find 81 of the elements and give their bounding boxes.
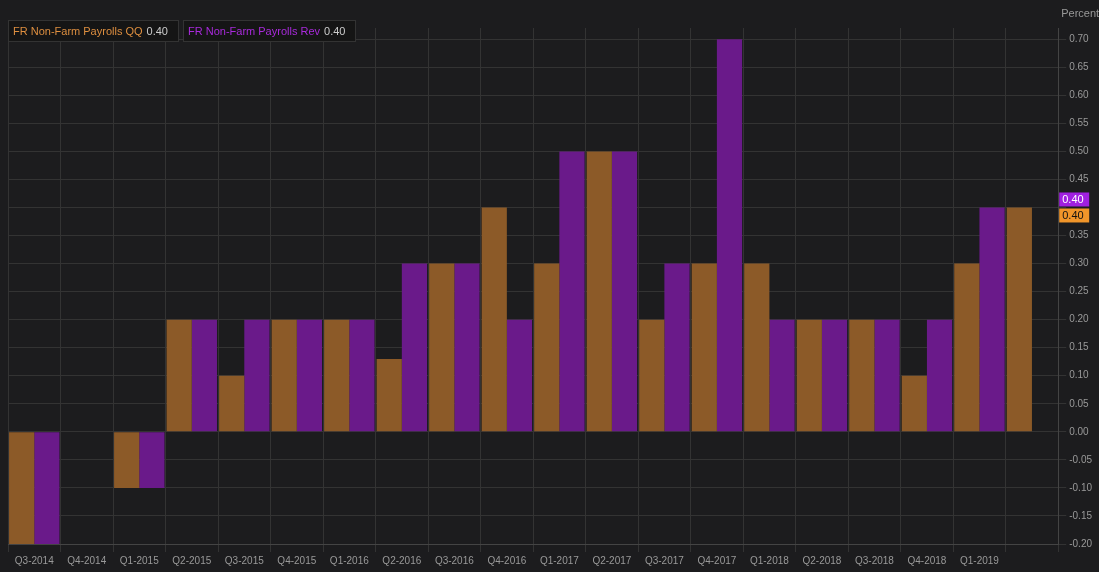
bar — [744, 263, 770, 432]
x-tick-label: Q4-2014 — [67, 554, 107, 566]
x-tick-label: Q3-2014 — [14, 554, 55, 566]
bar — [639, 319, 665, 432]
x-tick-label: Q4-2015 — [277, 554, 317, 566]
y-tick-label: 0.00 — [1069, 425, 1090, 437]
bar — [481, 207, 507, 432]
bar — [874, 319, 900, 432]
text: 0.40 — [1062, 208, 1084, 221]
bar — [849, 319, 875, 432]
bar — [821, 319, 848, 432]
x-tick-label: Q3-2015 — [224, 554, 265, 566]
bar — [664, 263, 690, 432]
y-tick-label: 0.35 — [1069, 229, 1090, 241]
y-tick-label: 0.55 — [1069, 117, 1090, 129]
bar — [769, 319, 795, 432]
y-tick-label: 0.10 — [1069, 369, 1090, 381]
annotation: 0.40 — [324, 25, 346, 37]
bar — [349, 319, 375, 432]
y-tick-label: -0.15 — [1069, 509, 1093, 521]
y-tick-label: 0.30 — [1069, 257, 1090, 269]
x-tick-label: Q1-2015 — [119, 554, 160, 566]
x-tick-label: Q4-2018 — [907, 554, 947, 566]
bar — [9, 432, 35, 544]
y-tick-label: 0.20 — [1069, 313, 1090, 325]
x-tick-label: Q3-2018 — [854, 554, 895, 566]
y-tick-label: 0.50 — [1069, 145, 1090, 157]
bar — [796, 319, 822, 432]
bar — [376, 358, 402, 432]
bar — [114, 432, 140, 488]
bar — [219, 375, 245, 432]
bar — [166, 319, 192, 432]
bar — [244, 319, 270, 432]
bar — [559, 151, 585, 432]
bar — [324, 319, 350, 432]
bar — [429, 263, 455, 432]
y-tick-label: -0.20 — [1069, 537, 1093, 549]
bar — [954, 263, 980, 432]
y-tick-label: 0.70 — [1069, 32, 1090, 44]
x-tick-label: Q1-2018 — [749, 554, 790, 566]
bar — [191, 319, 217, 432]
bar — [454, 263, 480, 432]
x-tick-label: Q2-2015 — [172, 554, 212, 566]
bar — [401, 263, 428, 432]
bar — [586, 151, 612, 432]
x-tick-label: Q1-2019 — [959, 554, 1000, 566]
bar — [34, 432, 60, 544]
bar — [716, 39, 743, 432]
text: FR Non-Farm Payrolls QQ — [13, 25, 143, 37]
y-tick-label: 0.25 — [1069, 285, 1090, 297]
y-tick-label: 0.65 — [1069, 61, 1090, 73]
y-tick-label: -0.10 — [1069, 481, 1093, 493]
x-tick-label: Q4-2016 — [487, 554, 527, 566]
bar — [901, 375, 927, 432]
annotation: 0.40 — [146, 25, 168, 37]
bar — [979, 207, 1005, 432]
x-tick-label: Q2-2017 — [592, 554, 632, 566]
y-tick-label: 0.05 — [1069, 397, 1090, 409]
x-tick-label: Q4-2017 — [697, 554, 737, 566]
y-axis-title: Percent — [1061, 7, 1099, 20]
bar — [296, 319, 323, 432]
bar — [691, 263, 717, 432]
y-tick-label: 0.45 — [1069, 173, 1090, 185]
bar — [271, 319, 297, 432]
x-tick-label: Q2-2016 — [382, 554, 422, 566]
x-tick-label: Q2-2018 — [802, 554, 842, 566]
x-tick-label: Q1-2017 — [539, 554, 580, 566]
bar — [506, 319, 533, 432]
bar — [139, 432, 165, 488]
bar — [926, 319, 953, 432]
y-tick-label: -0.05 — [1069, 453, 1093, 465]
y-tick-label: 0.60 — [1069, 89, 1090, 101]
x-tick-label: Q3-2017 — [644, 554, 685, 566]
x-tick-label: Q1-2016 — [329, 554, 370, 566]
x-tick-label: Q3-2016 — [434, 554, 475, 566]
text: 0.40 — [1062, 192, 1084, 205]
bar — [1006, 207, 1032, 432]
y-tick-label: 0.15 — [1069, 341, 1090, 353]
text: FR Non-Farm Payrolls Rev — [188, 25, 321, 37]
bar — [611, 151, 638, 432]
bar — [534, 263, 560, 432]
